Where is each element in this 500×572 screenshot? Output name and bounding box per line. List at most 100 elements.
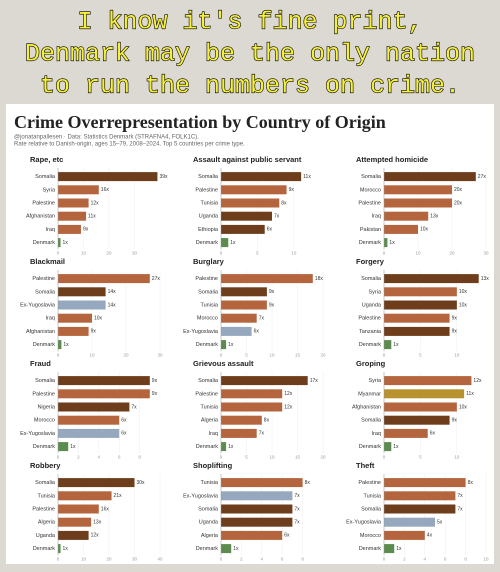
panel-title: Robbery bbox=[30, 461, 61, 470]
bar bbox=[58, 428, 120, 438]
value-label: 17x bbox=[310, 378, 319, 384]
value-label: 8x bbox=[264, 418, 270, 424]
x-tick-label: 5 bbox=[245, 352, 248, 357]
bar bbox=[221, 211, 272, 221]
value-label: 7x bbox=[457, 493, 463, 499]
value-label: 1x bbox=[63, 240, 69, 246]
x-tick-label: 20 bbox=[106, 250, 112, 255]
bar bbox=[58, 478, 135, 488]
category-label: Uganda bbox=[199, 520, 219, 526]
bar bbox=[384, 544, 395, 554]
value-label: 10x bbox=[94, 316, 103, 322]
x-tick-label: 8 bbox=[464, 556, 467, 561]
x-tick-label: 20 bbox=[106, 556, 112, 561]
x-tick-label: 40 bbox=[157, 556, 163, 561]
value-label: 9x bbox=[269, 302, 275, 308]
category-label: Palestine bbox=[358, 200, 381, 206]
bar bbox=[384, 517, 435, 527]
category-label: Tunisia bbox=[37, 493, 55, 499]
bar bbox=[221, 198, 280, 208]
value-label: 9x bbox=[83, 227, 89, 233]
category-label: Ex-Yugoslavia bbox=[183, 493, 219, 499]
x-tick-label: 0 bbox=[57, 556, 60, 561]
bar bbox=[384, 185, 452, 195]
caption-line: I know it's fine print, bbox=[77, 8, 422, 37]
category-label: Denmark bbox=[196, 444, 219, 450]
bar bbox=[221, 185, 287, 195]
value-label: 6x bbox=[121, 431, 127, 437]
x-tick-label: 5 bbox=[419, 352, 422, 357]
value-label: 11x bbox=[466, 391, 474, 397]
bar bbox=[384, 326, 450, 336]
value-label: 9x bbox=[289, 187, 295, 193]
bar bbox=[221, 340, 227, 350]
category-label: Tunisia bbox=[200, 200, 218, 206]
value-label: 27x bbox=[478, 174, 487, 180]
category-label: Palestine bbox=[358, 316, 381, 322]
bar bbox=[384, 530, 425, 540]
x-tick-label: 10 bbox=[454, 352, 460, 357]
x-tick-label: 0 bbox=[383, 454, 386, 459]
x-tick-label: 10 bbox=[269, 352, 275, 357]
value-label: 7x bbox=[259, 431, 265, 437]
bar bbox=[384, 238, 388, 248]
value-label: 5x bbox=[437, 520, 443, 526]
x-tick-label: 8 bbox=[138, 454, 141, 459]
value-label: 1x bbox=[63, 342, 69, 348]
value-label: 4x bbox=[427, 533, 433, 539]
panel-title: Burglary bbox=[193, 257, 225, 266]
category-label: Somalia bbox=[35, 174, 56, 180]
x-tick-label: 0 bbox=[220, 454, 223, 459]
value-label: 1x bbox=[396, 546, 402, 552]
category-label: Somalia bbox=[361, 174, 382, 180]
category-label: Somalia bbox=[198, 289, 219, 295]
category-label: Somalia bbox=[361, 506, 382, 512]
bar bbox=[384, 376, 472, 386]
x-tick-label: 20 bbox=[320, 352, 326, 357]
bar bbox=[221, 389, 283, 399]
bar bbox=[58, 389, 150, 399]
bar bbox=[58, 300, 106, 310]
category-label: Denmark bbox=[196, 546, 219, 552]
value-label: 9x bbox=[152, 391, 158, 397]
value-label: 8x bbox=[468, 480, 474, 486]
bar bbox=[384, 224, 418, 234]
category-label: Algeria bbox=[201, 418, 219, 424]
x-tick-label: 20 bbox=[320, 454, 326, 459]
bar bbox=[58, 544, 61, 554]
value-label: 12x bbox=[284, 391, 293, 397]
value-label: 39x bbox=[159, 174, 168, 180]
category-label: Denmark bbox=[33, 240, 56, 246]
value-label: 7x bbox=[259, 316, 265, 322]
category-label: Palestine bbox=[32, 200, 55, 206]
x-tick-label: 0 bbox=[220, 352, 223, 357]
caption-line: to run the numbers on crime. bbox=[40, 72, 460, 101]
value-label: 8x bbox=[281, 200, 287, 206]
value-label: 10x bbox=[459, 289, 468, 295]
x-tick-label: 30 bbox=[132, 556, 138, 561]
panel-title: Fraud bbox=[30, 359, 51, 368]
value-label: 9x bbox=[452, 329, 458, 335]
x-tick-label: 0 bbox=[383, 556, 386, 561]
value-label: 1x bbox=[230, 240, 236, 246]
category-label: Ethiopia bbox=[198, 227, 219, 233]
category-label: Pakistan bbox=[360, 227, 381, 233]
bar bbox=[58, 517, 92, 527]
x-tick-label: 10 bbox=[269, 454, 275, 459]
caption-line: Denmark may be the only nation bbox=[25, 40, 475, 69]
x-tick-label: 10 bbox=[81, 250, 87, 255]
x-tick-label: 4 bbox=[424, 556, 427, 561]
value-label: 7x bbox=[457, 506, 463, 512]
category-label: Afghanistan bbox=[26, 329, 55, 335]
x-tick-label: 0 bbox=[57, 250, 60, 255]
value-label: 6x bbox=[267, 227, 273, 233]
category-label: Palestine bbox=[32, 506, 55, 512]
bar bbox=[221, 224, 265, 234]
value-label: 13x bbox=[93, 520, 102, 526]
bar bbox=[384, 198, 452, 208]
value-label: 7x bbox=[131, 404, 137, 410]
value-label: 12x bbox=[91, 200, 100, 206]
value-label: 1x bbox=[233, 546, 239, 552]
bar bbox=[384, 491, 456, 501]
category-label: Tunisia bbox=[363, 493, 381, 499]
